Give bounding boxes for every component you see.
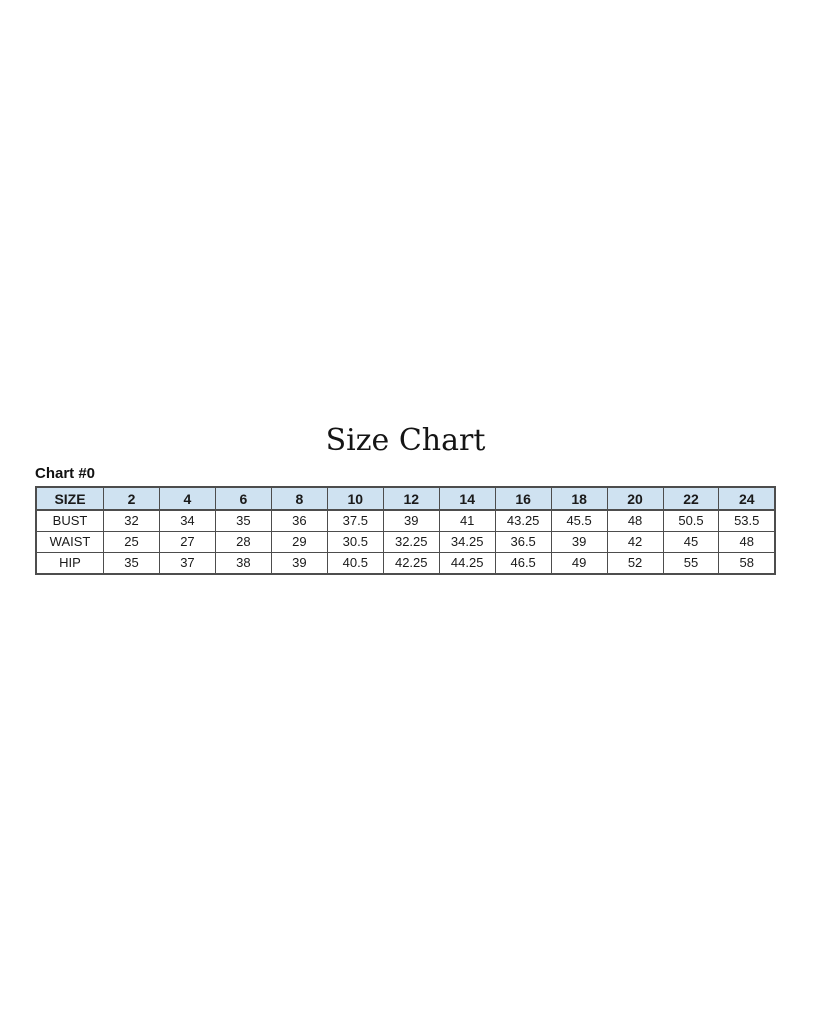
header-row: SIZE 2 4 6 8 10 12 14 16 18 20 22 24 — [35, 486, 776, 511]
column-header-size: SIZE — [35, 486, 104, 511]
cell-waist-size-2: 25 — [103, 531, 160, 553]
cell-waist-size-6: 28 — [214, 531, 272, 553]
cell-hip-size-18: 49 — [550, 552, 608, 575]
column-header-12: 12 — [382, 486, 440, 511]
cell-waist-size-8: 29 — [270, 531, 328, 553]
column-header-14: 14 — [438, 486, 496, 511]
cell-hip-size-6: 38 — [214, 552, 272, 575]
row-label-waist: WAIST — [35, 531, 104, 553]
column-header-24: 24 — [718, 486, 776, 511]
cell-bust-size-24: 53.5 — [718, 509, 776, 532]
cell-hip-size-14: 44.25 — [438, 552, 496, 575]
cell-hip-size-22: 55 — [662, 552, 720, 575]
column-header-8: 8 — [270, 486, 328, 511]
cell-hip-size-2: 35 — [103, 552, 160, 575]
cell-bust-size-8: 36 — [270, 509, 328, 532]
column-header-16: 16 — [494, 486, 552, 511]
cell-bust-size-10: 37.5 — [326, 509, 384, 532]
cell-hip-size-8: 39 — [270, 552, 328, 575]
cell-waist-size-4: 27 — [158, 531, 216, 553]
table-row-hip: HIP 35 37 38 39 40.5 42.25 44.25 46.5 49 52 55 58 — [35, 552, 776, 575]
column-header-4: 4 — [158, 486, 216, 511]
cell-waist-size-14: 34.25 — [438, 531, 496, 553]
cell-bust-size-12: 39 — [382, 509, 440, 532]
cell-hip-size-20: 52 — [606, 552, 664, 575]
cell-waist-size-20: 42 — [606, 531, 664, 553]
column-header-22: 22 — [662, 486, 720, 511]
table-row-waist: WAIST 25 27 28 29 30.5 32.25 34.25 36.5 39 42 45 48 — [35, 531, 776, 553]
size-chart-table: SIZE 2 4 6 8 10 12 14 16 18 20 22 24 BUST 32 34 35 36 37.… — [35, 486, 776, 575]
cell-waist-size-12: 32.25 — [382, 531, 440, 553]
cell-bust-size-2: 32 — [103, 509, 160, 532]
cell-waist-size-18: 39 — [550, 531, 608, 553]
table-body: BUST 32 34 35 36 37.5 39 41 43.25 45.5 48 50.5 53.5 W… — [35, 509, 776, 575]
row-label-hip: HIP — [35, 552, 104, 575]
cell-hip-size-4: 37 — [158, 552, 216, 575]
size-chart-section: Size Chart Chart #0 SIZE 2 4 6 8 10 12 14 16 18 20… — [35, 424, 776, 575]
cell-waist-size-22: 45 — [662, 531, 720, 553]
row-label-bust: BUST — [35, 509, 104, 532]
cell-waist-size-24: 48 — [718, 531, 776, 553]
cell-bust-size-20: 48 — [606, 509, 664, 532]
column-header-2: 2 — [103, 486, 160, 511]
cell-waist-size-10: 30.5 — [326, 531, 384, 553]
cell-bust-size-22: 50.5 — [662, 509, 720, 532]
cell-bust-size-14: 41 — [438, 509, 496, 532]
chart-number-label: Chart #0 — [35, 465, 96, 482]
cell-hip-size-12: 42.25 — [382, 552, 440, 575]
table-header: SIZE 2 4 6 8 10 12 14 16 18 20 22 24 — [35, 486, 776, 511]
cell-bust-size-6: 35 — [214, 509, 272, 532]
cell-waist-size-16: 36.5 — [494, 531, 552, 553]
cell-hip-size-10: 40.5 — [326, 552, 384, 575]
table-row-bust: BUST 32 34 35 36 37.5 39 41 43.25 45.5 48 50.5 53.5 — [35, 509, 776, 532]
column-header-10: 10 — [326, 486, 384, 511]
column-header-6: 6 — [214, 486, 272, 511]
column-header-18: 18 — [550, 486, 608, 511]
cell-bust-size-4: 34 — [158, 509, 216, 532]
cell-bust-size-18: 45.5 — [550, 509, 608, 532]
column-header-20: 20 — [606, 486, 664, 511]
cell-bust-size-16: 43.25 — [494, 509, 552, 532]
page-title: Size Chart — [325, 423, 486, 458]
cell-hip-size-24: 58 — [718, 552, 776, 575]
cell-hip-size-16: 46.5 — [494, 552, 552, 575]
